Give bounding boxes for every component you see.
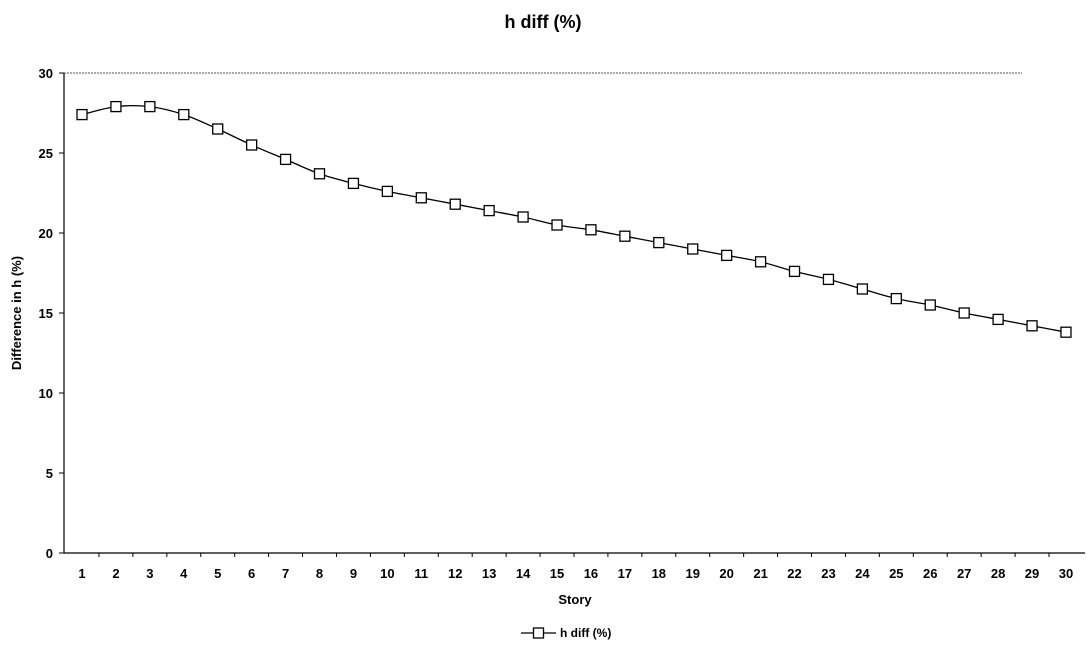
data-point-marker (721, 249, 733, 262)
data-point-marker (415, 192, 427, 204)
data-point-marker (924, 299, 936, 311)
legend-marker-swatch (532, 627, 545, 639)
x-tick-label: 10 (380, 566, 394, 581)
data-point-marker (313, 168, 326, 180)
x-tick-label: 23 (821, 566, 835, 581)
data-point-marker (144, 100, 156, 113)
x-tick-label: 30 (1059, 566, 1073, 581)
x-tick-label: 18 (652, 566, 666, 581)
data-point-marker (449, 198, 461, 210)
data-point-marker (551, 219, 563, 231)
x-tick-label: 6 (248, 566, 255, 581)
x-tick-label: 22 (787, 566, 801, 581)
data-point-marker (76, 108, 88, 121)
x-tick-label: 14 (516, 566, 531, 581)
data-point-marker (347, 177, 360, 190)
x-axis-ticks: 1 2 3 4 5 6 7 8 9 10 11 12 13 14 15 16 17 18 19 20 21 22 23 24 2… (78, 553, 1073, 581)
y-tick-label: 0 (46, 546, 53, 561)
y-axis-label: Difference in h (%) (9, 256, 24, 370)
chart-title: h diff (%) (505, 12, 582, 32)
data-point-marker (483, 204, 495, 217)
x-tick-label: 28 (991, 566, 1005, 581)
x-tick-label: 26 (923, 566, 937, 581)
y-tick-label: 25 (39, 146, 53, 161)
x-tick-label: 12 (448, 566, 462, 581)
x-tick-label: 25 (889, 566, 903, 581)
x-tick-label: 11 (414, 566, 428, 581)
data-point-marker (1026, 320, 1038, 332)
x-tick-label: 15 (550, 566, 564, 581)
x-tick-label: 21 (753, 566, 767, 581)
y-tick-label: 5 (46, 466, 53, 481)
data-point-marker (178, 108, 190, 121)
data-point-marker (653, 236, 665, 249)
data-point-marker (788, 265, 801, 278)
series-group (76, 100, 1072, 338)
data-point-marker (992, 313, 1004, 326)
data-point-marker (585, 224, 597, 236)
x-tick-label: 24 (855, 566, 870, 581)
x-tick-label: 9 (350, 566, 357, 581)
x-axis-label: Story (558, 592, 592, 607)
y-tick-label: 10 (39, 386, 53, 401)
data-point-marker (110, 100, 122, 113)
data-point-marker (279, 153, 292, 166)
y-tick-label: 15 (39, 306, 53, 321)
legend: h diff (%) (521, 626, 611, 640)
data-point-marker (212, 123, 224, 135)
x-tick-label: 16 (584, 566, 598, 581)
y-tick-label: 20 (39, 226, 53, 241)
x-tick-label: 29 (1025, 566, 1039, 581)
data-point-marker (381, 185, 394, 198)
x-tick-label: 13 (482, 566, 496, 581)
x-tick-label: 2 (112, 566, 119, 581)
x-tick-label: 3 (146, 566, 153, 581)
series-line (81, 104, 1067, 333)
x-tick-label: 27 (957, 566, 971, 581)
legend-label: h diff (%) (560, 626, 611, 640)
data-point-marker (687, 243, 699, 255)
y-axis-ticks: 0 5 10 15 20 25 30 (39, 66, 64, 561)
data-point-marker (890, 292, 902, 305)
data-point-marker (517, 211, 529, 223)
x-tick-label: 8 (316, 566, 323, 581)
x-tick-label: 4 (180, 566, 188, 581)
x-tick-label: 1 (78, 566, 85, 581)
data-point-marker (822, 273, 835, 286)
data-point-marker (1060, 326, 1072, 338)
y-tick-label: 30 (39, 66, 53, 81)
data-point-marker (856, 283, 869, 295)
data-point-marker (958, 307, 970, 319)
x-tick-label: 17 (618, 566, 632, 581)
x-tick-label: 7 (282, 566, 289, 581)
x-tick-label: 19 (686, 566, 700, 581)
data-point-marker (754, 256, 767, 268)
data-point-marker (245, 139, 258, 151)
data-point-marker (619, 230, 631, 242)
x-tick-label: 5 (214, 566, 221, 581)
x-tick-label: 20 (719, 566, 733, 581)
